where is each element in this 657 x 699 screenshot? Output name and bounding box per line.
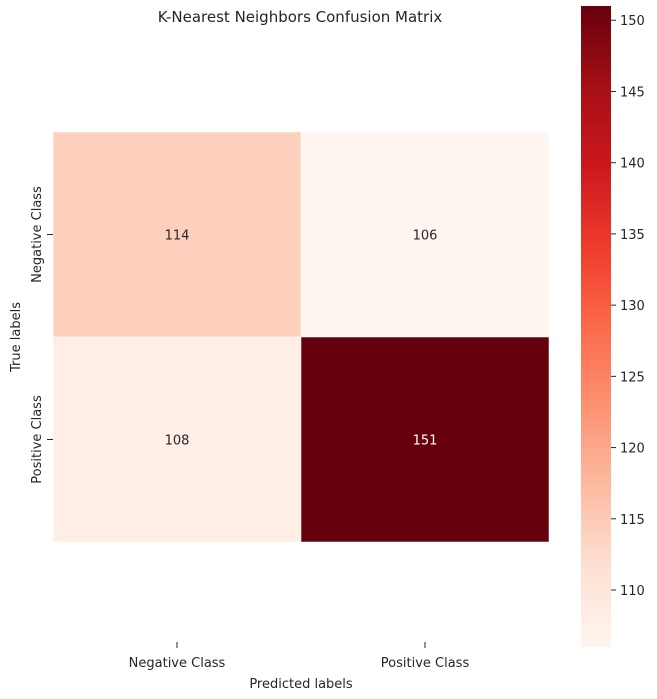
cell-value-label: 114 [165,229,190,244]
x-axis-ticks: Negative Class Positive Class [129,642,470,671]
colorbar-tick-label: 150 [620,14,645,29]
cell-value-label: 106 [413,229,438,244]
colorbar-ticks: 110 115 120 125 130 135 140 145 150 [611,14,645,599]
x-tick-label: Negative Class [129,656,226,671]
cell-value-label: 151 [413,434,438,449]
colorbar-tick-label: 145 [620,85,645,100]
heatmap-cell [300,336,550,543]
y-axis-ticks: Negative Class Positive Class [30,186,53,484]
colorbar [581,6,611,647]
x-tick-label: Positive Class [381,656,470,671]
colorbar-tick-label: 110 [620,584,645,599]
cell-value-label: 108 [165,434,190,449]
colorbar-tick-label: 120 [620,442,645,457]
x-axis-label: Predicted labels [249,677,353,692]
colorbar-tick-label: 125 [620,370,645,385]
y-axis-label: True labels [9,302,24,373]
colorbar-tick-label: 130 [620,299,645,314]
heatmap-cells: 114 106 108 151 [52,131,550,543]
colorbar-tick-label: 135 [620,228,645,243]
y-tick-label: Positive Class [30,395,45,484]
chart-title: K-Nearest Neighbors Confusion Matrix [158,8,443,26]
heatmap-cell [52,336,302,543]
heatmap-cell [300,131,550,338]
heatmap-cell [52,131,302,338]
y-tick-label: Negative Class [30,186,45,283]
colorbar-tick-label: 115 [620,513,645,528]
colorbar-tick-label: 140 [620,157,645,172]
